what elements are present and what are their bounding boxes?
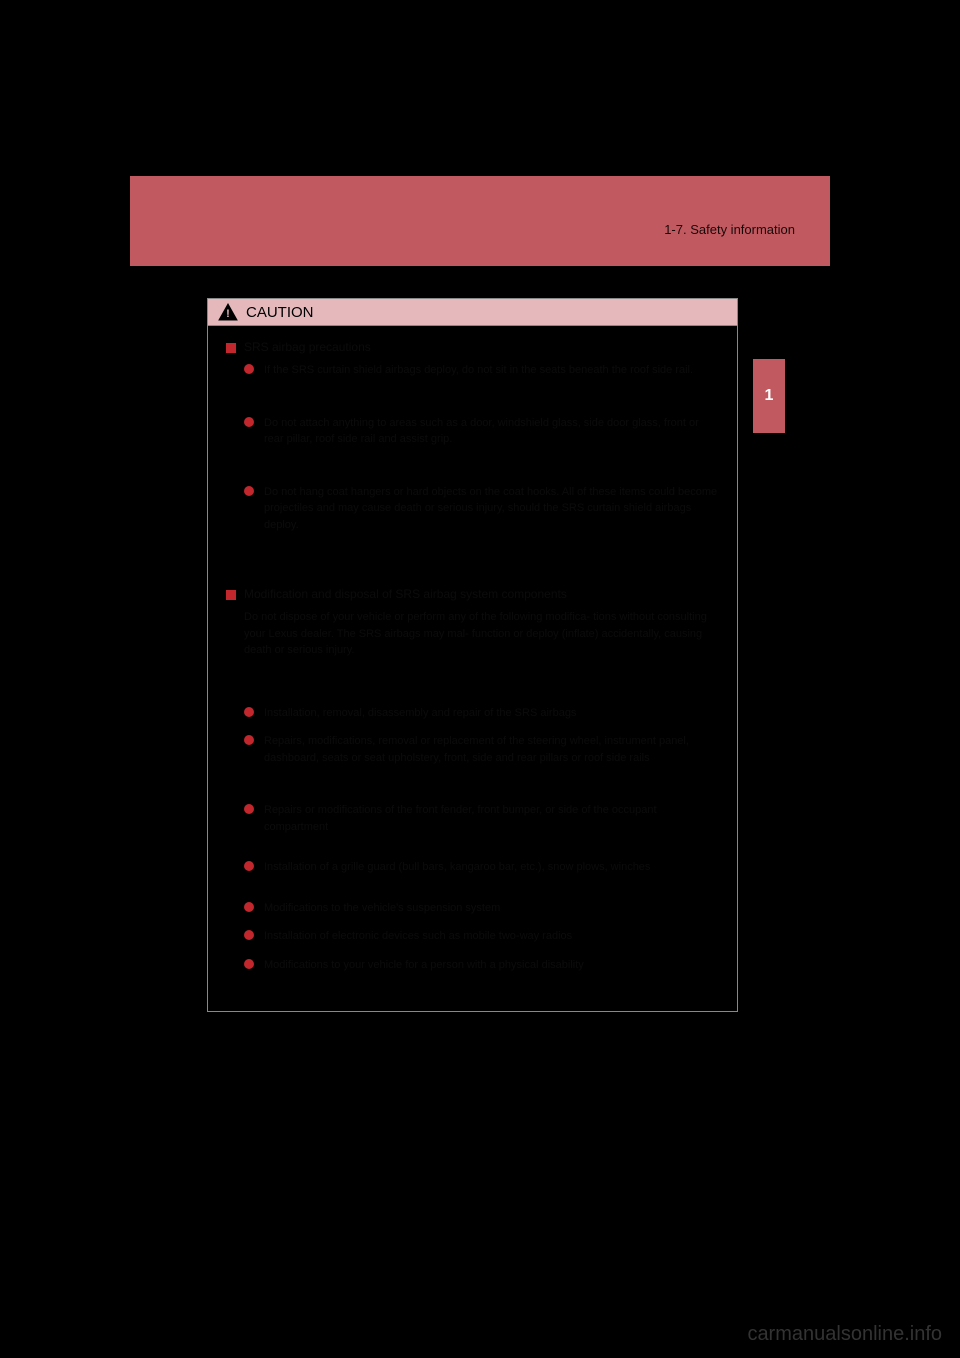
chapter-tab[interactable]: 1 xyxy=(753,359,785,433)
caution-section: Modification and disposal of SRS airbag … xyxy=(226,587,719,973)
bullet-item: Installation of a grille guard (bull bar… xyxy=(244,859,719,876)
bullet-dot-icon xyxy=(244,804,254,814)
square-bullet-icon xyxy=(226,590,236,600)
caution-section: SRS airbag precautions If the SRS curtai… xyxy=(226,340,719,569)
bullet-dot-icon xyxy=(244,417,254,427)
bullet-item: Installation of electronic devices such … xyxy=(244,928,719,945)
chapter-number: 1 xyxy=(765,387,774,405)
bullet-text: Installation of electronic devices such … xyxy=(264,928,572,945)
bullet-item: Installation, removal, disassembly and r… xyxy=(244,705,719,722)
bullet-text: If the SRS curtain shield airbags deploy… xyxy=(264,362,693,379)
warning-triangle-icon: ! xyxy=(218,303,238,321)
caution-title: CAUTION xyxy=(246,304,314,321)
bullet-text: Repairs, modifications, removal or repla… xyxy=(264,733,719,766)
bullet-text: Modifications to the vehicle's suspensio… xyxy=(264,900,500,917)
svg-text:!: ! xyxy=(226,308,230,320)
section-title: SRS airbag precautions xyxy=(244,340,371,354)
bullet-dot-icon xyxy=(244,902,254,912)
bullet-item: Repairs, modifications, removal or repla… xyxy=(244,733,719,766)
bullet-item: Repairs or modifications of the front fe… xyxy=(244,802,719,835)
bullet-text: Installation of a grille guard (bull bar… xyxy=(264,859,650,876)
bullet-item: Do not attach anything to areas such as … xyxy=(244,415,719,448)
bullet-item: Modifications to the vehicle's suspensio… xyxy=(244,900,719,917)
bullet-dot-icon xyxy=(244,707,254,717)
caution-box: ! CAUTION SRS airbag precautions If the … xyxy=(207,298,738,1012)
bullet-item: Modifications to your vehicle for a pers… xyxy=(244,957,719,974)
bullet-dot-icon xyxy=(244,959,254,969)
section-heading: SRS airbag precautions xyxy=(226,340,719,354)
bullet-text: Do not hang coat hangers or hard objects… xyxy=(264,484,719,534)
section-title: Modification and disposal of SRS airbag … xyxy=(244,587,567,601)
bullet-text: Modifications to your vehicle for a pers… xyxy=(264,957,584,974)
square-bullet-icon xyxy=(226,343,236,353)
bullet-dot-icon xyxy=(244,364,254,374)
bullet-text: Do not attach anything to areas such as … xyxy=(264,415,719,448)
section-intro: Do not dispose of your vehicle or perfor… xyxy=(244,609,719,659)
bullet-dot-icon xyxy=(244,930,254,940)
bullet-item: If the SRS curtain shield airbags deploy… xyxy=(244,362,719,379)
bullet-text: Repairs or modifications of the front fe… xyxy=(264,802,719,835)
bullet-text: Installation, removal, disassembly and r… xyxy=(264,705,576,722)
bullet-dot-icon xyxy=(244,735,254,745)
bullet-dot-icon xyxy=(244,861,254,871)
watermark: carmanualsonline.info xyxy=(747,1323,942,1346)
caution-body: SRS airbag precautions If the SRS curtai… xyxy=(208,326,737,1011)
bullet-item: Do not hang coat hangers or hard objects… xyxy=(244,484,719,534)
section-label: 1-7. Safety information xyxy=(664,222,795,237)
header-bar xyxy=(130,176,830,266)
section-heading: Modification and disposal of SRS airbag … xyxy=(226,587,719,601)
bullet-dot-icon xyxy=(244,486,254,496)
caution-header: ! CAUTION xyxy=(208,299,737,326)
